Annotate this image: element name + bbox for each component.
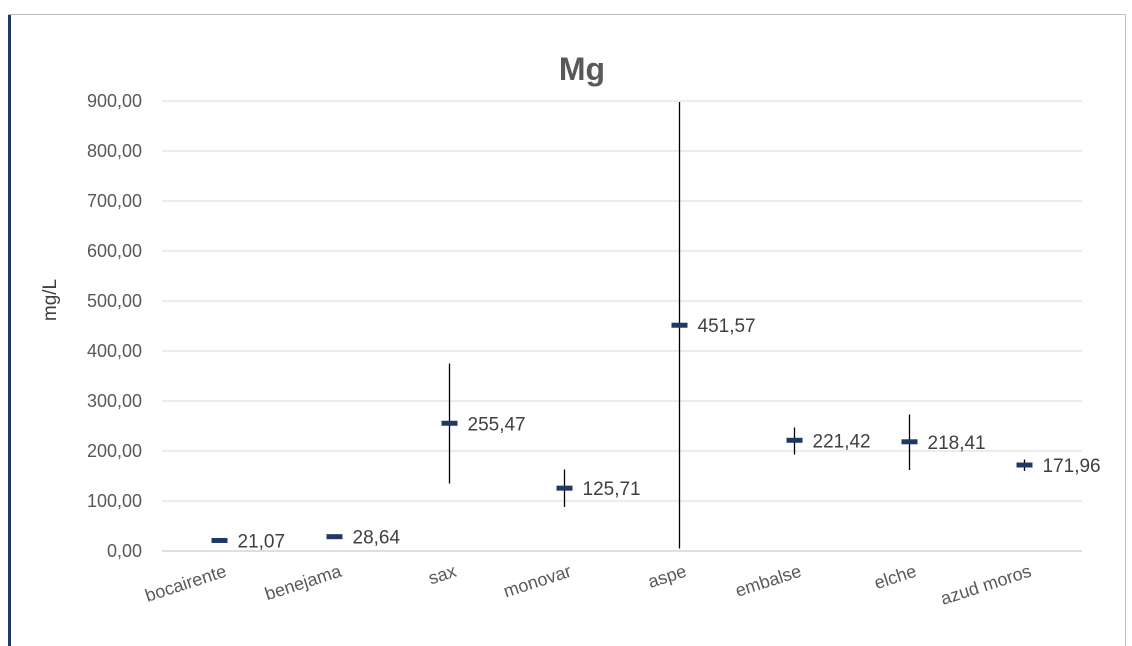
data-marker	[326, 534, 343, 540]
x-tick-label: benejama	[262, 560, 344, 604]
data-label: 255,47	[468, 414, 526, 435]
frame-left-border	[8, 14, 11, 646]
y-tick-label: 0,00	[107, 541, 142, 561]
x-tick-label: bocairente	[143, 561, 229, 606]
y-tick-labels: 0,00 100,00 200,00 300,00 400,00 500,00 600,00…	[87, 91, 142, 561]
x-tick-label: azud moros	[938, 561, 1034, 609]
data-marker	[556, 485, 573, 491]
frame-top-border	[8, 14, 1126, 15]
data-label: 125,71	[583, 479, 641, 500]
data-label: 451,57	[698, 316, 756, 337]
y-tick-label: 900,00	[87, 91, 142, 111]
x-tick-label: aspe	[645, 561, 688, 592]
y-tick-label: 500,00	[87, 291, 142, 311]
y-tick-label: 400,00	[87, 341, 142, 361]
data-label: 218,41	[928, 433, 986, 454]
data-markers	[211, 322, 1033, 543]
data-marker	[901, 439, 918, 445]
data-marker	[211, 537, 228, 543]
y-axis-label: mg/L	[40, 279, 61, 321]
x-tick-labels: bocairente benejama sax monovar aspe embalse e…	[143, 560, 1034, 608]
chart-title: Mg	[559, 51, 605, 87]
y-tick-label: 200,00	[87, 441, 142, 461]
x-tick-label: embalse	[733, 561, 804, 601]
data-label: 171,96	[1043, 456, 1101, 477]
data-marker	[786, 437, 803, 443]
data-marker	[671, 322, 688, 328]
data-label: 28,64	[353, 528, 401, 549]
y-tick-label: 600,00	[87, 241, 142, 261]
x-tick-label: monovar	[501, 561, 574, 602]
x-tick-label: sax	[426, 561, 459, 589]
data-marker	[1016, 462, 1033, 468]
data-label: 21,07	[238, 531, 286, 552]
y-tick-label: 800,00	[87, 141, 142, 161]
x-tick-label: elche	[872, 561, 919, 593]
y-tick-label: 700,00	[87, 191, 142, 211]
data-label: 221,42	[813, 431, 871, 452]
y-tick-label: 100,00	[87, 491, 142, 511]
y-tick-label: 300,00	[87, 391, 142, 411]
data-marker	[441, 420, 458, 426]
gridlines	[162, 100, 1082, 552]
data-labels: 21,07 28,64 255,47 125,71 451,57 221,42 218,41…	[238, 316, 1101, 552]
frame-right-border	[1125, 14, 1126, 646]
